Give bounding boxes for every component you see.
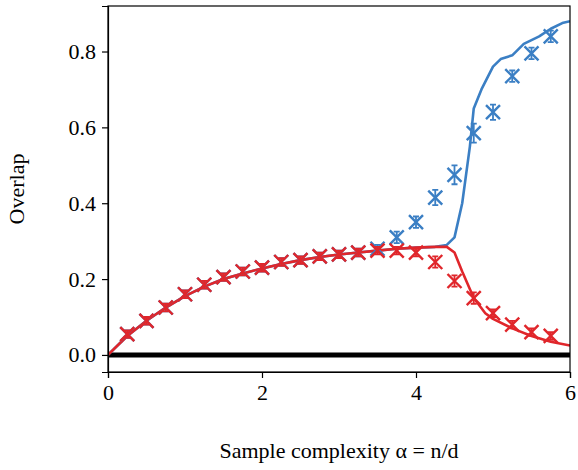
y-tick: 0.6 xyxy=(69,115,109,140)
x-tick-mark xyxy=(570,372,571,378)
y-tick: 0.8 xyxy=(69,39,109,64)
marker xyxy=(332,247,346,261)
marker xyxy=(178,287,192,301)
marker xyxy=(544,29,558,43)
line xyxy=(108,21,570,355)
x-tick: 6 xyxy=(565,372,576,405)
marker xyxy=(217,270,231,284)
marker xyxy=(140,314,154,328)
y-axis: 0.0 0.2 0.4 0.6 0.8 xyxy=(69,7,109,373)
x-tick-label: 6 xyxy=(565,380,576,405)
x-axis-title: Sample complexity α = n/d xyxy=(219,438,458,463)
x-tick-mark xyxy=(262,372,263,378)
marker xyxy=(313,249,327,263)
marker xyxy=(274,255,288,269)
y-tick-mark xyxy=(102,355,108,356)
scatter-series xyxy=(120,244,558,343)
marker xyxy=(236,264,250,278)
x-tick-label: 4 xyxy=(411,380,422,405)
marker xyxy=(371,242,385,256)
x-axis: 0 2 4 6 xyxy=(103,372,576,405)
marks xyxy=(108,21,570,355)
marker xyxy=(505,318,519,332)
marker xyxy=(409,246,423,260)
y-tick-mark xyxy=(102,279,108,280)
marker xyxy=(467,126,481,140)
line xyxy=(108,352,570,357)
y-tick-mark xyxy=(102,203,108,204)
y-tick-label: 0.4 xyxy=(69,191,97,216)
x-tick: 0 xyxy=(103,372,114,405)
y-tick-label: 0.0 xyxy=(69,342,97,367)
y-tick-label: 0.8 xyxy=(69,39,97,64)
x-tick: 4 xyxy=(411,372,422,405)
marker xyxy=(467,291,481,305)
x-tick-label: 0 xyxy=(103,380,114,405)
x-axis-line xyxy=(109,373,571,379)
frame xyxy=(108,6,570,372)
scatter-series xyxy=(120,29,558,341)
marker xyxy=(351,246,365,260)
y-tick-label: 0.2 xyxy=(69,267,97,292)
marker xyxy=(178,287,192,301)
marker xyxy=(486,306,500,320)
y-tick-mark xyxy=(102,127,108,128)
marker xyxy=(409,215,423,229)
marker xyxy=(159,301,173,315)
y-axis-line xyxy=(102,7,109,373)
marker xyxy=(428,255,442,269)
marker xyxy=(486,105,500,119)
marker xyxy=(351,246,365,260)
plot: 0 2 4 6 0.0 0.2 0.4 0.6 0.8 xyxy=(69,6,577,405)
marker xyxy=(159,301,173,315)
marker xyxy=(332,247,346,261)
x-tick-mark xyxy=(416,372,417,378)
marker xyxy=(525,46,539,60)
y-tick-label: 0.6 xyxy=(69,115,97,140)
x-tick-label: 2 xyxy=(257,380,268,405)
marker xyxy=(390,244,404,258)
marker xyxy=(274,255,288,269)
y-axis-title: Overlap xyxy=(4,154,29,225)
x-tick: 2 xyxy=(257,372,268,405)
marker xyxy=(294,253,308,267)
y-tick-mark xyxy=(102,51,108,52)
marker xyxy=(448,274,462,288)
marker xyxy=(428,191,442,205)
marker xyxy=(448,168,462,182)
marker xyxy=(313,249,327,263)
marker xyxy=(525,325,539,339)
marker xyxy=(197,278,211,292)
marker xyxy=(120,327,134,341)
y-tick: 0.2 xyxy=(69,267,109,292)
marker xyxy=(255,261,269,275)
marker xyxy=(236,264,250,278)
y-tick: 0.0 xyxy=(69,342,109,367)
y-tick: 0.4 xyxy=(69,191,109,216)
marker xyxy=(294,253,308,267)
chart: 0 2 4 6 0.0 0.2 0.4 0.6 0.8 Sample complexity α =… xyxy=(0,0,578,470)
marker xyxy=(140,314,154,328)
marker xyxy=(197,278,211,292)
marker xyxy=(371,244,385,258)
marker xyxy=(505,69,519,83)
line xyxy=(108,247,570,355)
marker xyxy=(120,327,134,341)
marker xyxy=(255,261,269,275)
marker xyxy=(390,230,404,244)
marker xyxy=(544,329,558,343)
marker xyxy=(217,270,231,284)
